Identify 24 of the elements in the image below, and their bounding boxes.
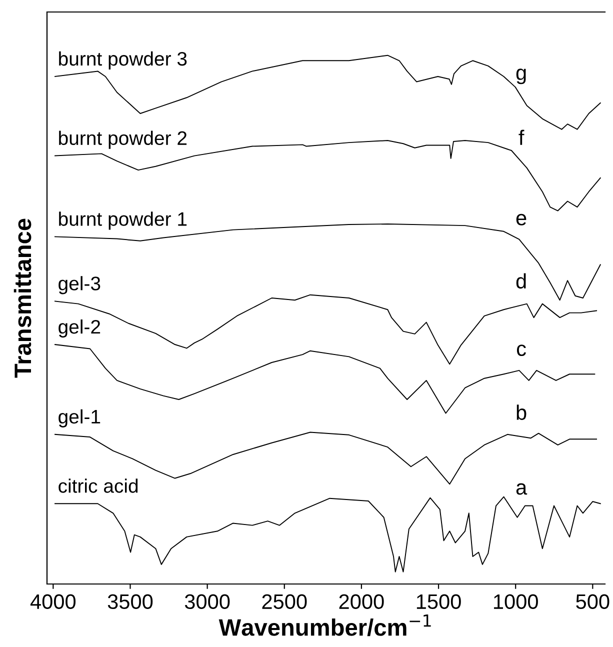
annotation: a: [516, 483, 528, 495]
series-label: burnt powder 2: [59, 130, 187, 149]
x-tick-label: 1500: [416, 594, 461, 610]
series-label: burnt powder 1: [59, 212, 187, 230]
annotation: b: [516, 404, 526, 420]
y-axis-title: Transmittance: [14, 218, 32, 378]
x-tick-label: 500: [576, 594, 610, 610]
x-tick-label: 3000: [184, 594, 230, 610]
annotation: d: [516, 273, 526, 289]
series-label: gel-3: [58, 276, 100, 294]
x-tick-label: 2500: [262, 594, 307, 610]
annotation: g: [516, 68, 526, 84]
series-label: gel-1: [58, 409, 100, 428]
annotation: f: [518, 130, 524, 145]
x-tick-label: 3500: [108, 594, 153, 610]
series-label: citric acid: [58, 478, 138, 493]
x-axis-title: Wavenumber/cm$^{−1}$: [218, 614, 431, 636]
series-label: burnt powder 3: [59, 51, 187, 70]
x-tick-label: 1000: [494, 594, 538, 610]
x-tick-label: 2000: [339, 594, 384, 610]
annotation: c: [516, 344, 526, 356]
series-label: gel-2: [58, 319, 100, 338]
annotation: e: [516, 214, 526, 226]
x-tick-label: 4000: [30, 594, 76, 610]
